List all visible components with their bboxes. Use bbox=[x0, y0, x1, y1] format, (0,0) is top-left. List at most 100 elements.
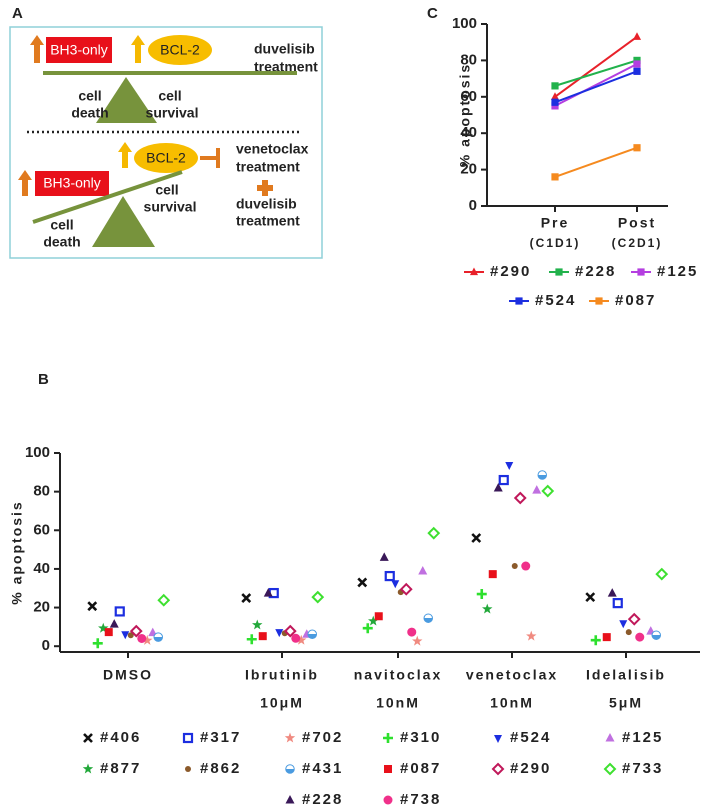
series-line bbox=[554, 146, 638, 178]
marker bbox=[241, 593, 252, 604]
marker bbox=[92, 638, 103, 649]
marker bbox=[109, 619, 119, 628]
marker bbox=[258, 632, 267, 641]
marker bbox=[399, 582, 413, 596]
marker bbox=[505, 461, 514, 470]
marker bbox=[521, 561, 531, 571]
x-tick-label: Idelalisib bbox=[586, 667, 666, 683]
up-arrow bbox=[18, 170, 32, 196]
y-tick-label: 20 bbox=[33, 599, 50, 616]
legend-marker bbox=[285, 795, 295, 804]
legend-label: #524 bbox=[535, 292, 576, 309]
diagram-top: BH3-only BCL-2 duvelisib treatment cell … bbox=[30, 35, 318, 123]
marker bbox=[551, 102, 559, 110]
legend-label: #406 bbox=[100, 729, 141, 746]
x-tick-sublabel: 10nM bbox=[490, 695, 534, 711]
marker bbox=[602, 633, 611, 642]
marker bbox=[291, 633, 301, 643]
fulcrum bbox=[92, 196, 155, 247]
marker bbox=[391, 580, 400, 589]
marker bbox=[357, 577, 368, 588]
marker bbox=[407, 627, 417, 637]
cell-label: death bbox=[71, 105, 108, 121]
y-tick-label: 100 bbox=[25, 444, 50, 461]
marker bbox=[296, 634, 307, 645]
marker bbox=[374, 612, 383, 621]
x-tick-sublabel: 10μM bbox=[260, 695, 304, 711]
marker bbox=[551, 98, 559, 106]
marker bbox=[127, 632, 134, 639]
x-tick-label: venetoclax bbox=[466, 667, 558, 683]
marker bbox=[511, 563, 518, 570]
marker bbox=[307, 629, 317, 639]
marker bbox=[537, 470, 547, 480]
up-arrow bbox=[30, 35, 44, 63]
marker bbox=[488, 570, 497, 579]
y-tick-label: 20 bbox=[460, 161, 477, 178]
y-tick-label: 80 bbox=[460, 51, 477, 68]
cell-label: survival bbox=[146, 105, 199, 121]
legend-marker bbox=[185, 766, 191, 772]
legend-label: #125 bbox=[622, 729, 663, 746]
up-arrow bbox=[131, 35, 145, 63]
marker bbox=[476, 589, 487, 600]
legend-marker bbox=[384, 765, 392, 773]
legend-label: #310 bbox=[400, 729, 441, 746]
marker bbox=[153, 632, 163, 642]
marker bbox=[379, 552, 389, 561]
marker bbox=[607, 588, 617, 597]
treatment-label: treatment bbox=[236, 159, 300, 175]
marker bbox=[311, 590, 325, 604]
y-tick-label: 0 bbox=[42, 637, 50, 654]
diagram-bottom: BCL-2 venetoclax treatment duvelisib tre… bbox=[18, 141, 309, 250]
legend-label: #738 bbox=[400, 791, 441, 806]
marker bbox=[104, 628, 113, 637]
bcl2-oval bbox=[148, 35, 212, 65]
marker bbox=[142, 634, 153, 645]
legend-marker bbox=[383, 733, 393, 743]
legend-label: #087 bbox=[400, 760, 441, 777]
marker bbox=[627, 612, 641, 626]
treatment-label: venetoclax bbox=[236, 141, 309, 157]
x-tick-sublabel: (C1D1) bbox=[530, 236, 581, 250]
marker bbox=[550, 92, 560, 100]
marker bbox=[246, 634, 257, 645]
x-tick-sublabel: 5μM bbox=[609, 695, 643, 711]
legend-label: #317 bbox=[200, 729, 241, 746]
marker bbox=[412, 635, 423, 646]
marker bbox=[633, 60, 641, 68]
legend-marker bbox=[182, 732, 194, 744]
x-tick-sublabel: (C2D1) bbox=[612, 236, 663, 250]
marker bbox=[362, 623, 373, 634]
marker bbox=[418, 566, 428, 575]
marker bbox=[283, 624, 297, 638]
legend-label: #524 bbox=[510, 729, 551, 746]
legend-label: #431 bbox=[302, 760, 343, 777]
y-tick-label: 40 bbox=[460, 124, 477, 141]
marker bbox=[427, 526, 441, 540]
treatment-label: treatment bbox=[236, 213, 300, 229]
marker bbox=[384, 570, 395, 582]
legend-label: #290 bbox=[490, 263, 531, 280]
box-label: BH3-only bbox=[43, 175, 101, 191]
marker bbox=[98, 622, 109, 633]
legend-marker bbox=[603, 762, 617, 776]
series-line bbox=[554, 63, 638, 107]
marker bbox=[114, 606, 125, 617]
marker bbox=[493, 482, 503, 492]
legend-marker bbox=[82, 763, 94, 774]
y-axis-label: % apoptosis bbox=[9, 500, 25, 604]
marker bbox=[633, 67, 641, 75]
y-axis-label: % apoptosis bbox=[457, 63, 473, 167]
cell-label: cell bbox=[158, 88, 181, 104]
x-tick-label: Post bbox=[618, 215, 656, 231]
y-tick-label: 60 bbox=[33, 521, 50, 538]
marker bbox=[263, 588, 273, 597]
marker bbox=[635, 632, 645, 642]
legend-marker bbox=[383, 795, 393, 805]
up-arrow bbox=[118, 142, 132, 168]
x-tick-label: navitoclax bbox=[354, 667, 442, 683]
x-tick-label: Pre bbox=[541, 215, 570, 231]
legend-marker bbox=[605, 733, 615, 742]
